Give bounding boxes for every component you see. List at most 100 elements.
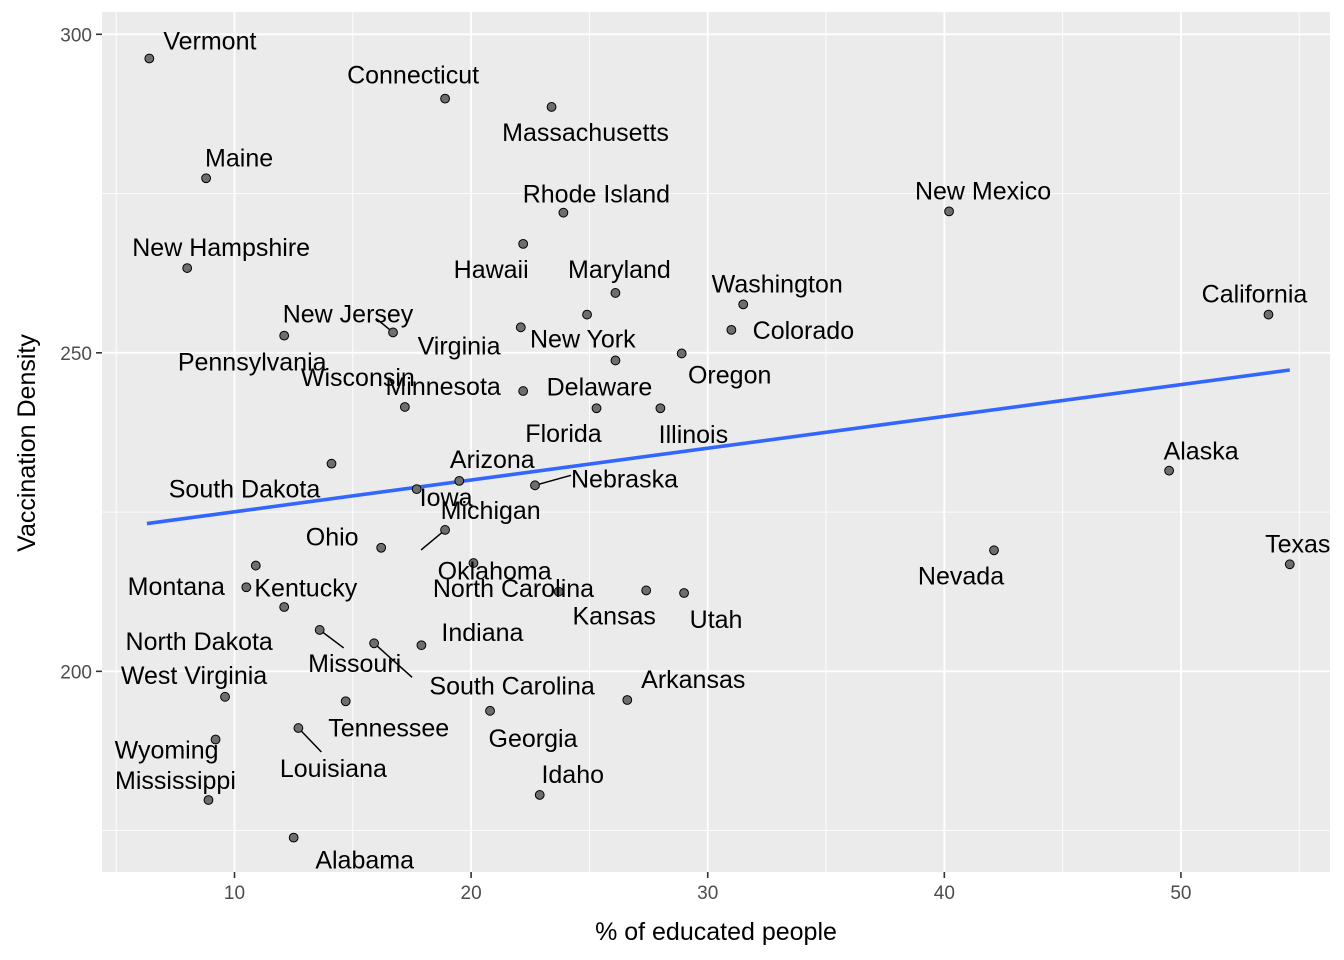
x-tick-label: 30 — [697, 883, 718, 904]
data-point — [314, 625, 325, 635]
point-label: Idaho — [541, 761, 604, 789]
data-point — [655, 403, 666, 414]
point-label: Nebraska — [571, 465, 678, 493]
point-label: South Carolina — [429, 672, 594, 700]
data-point — [546, 102, 557, 112]
point-label: Virginia — [418, 333, 501, 361]
point-label: New Mexico — [915, 177, 1051, 205]
point-label: Nevada — [918, 562, 1004, 590]
data-point — [1284, 559, 1295, 570]
point-label: Utah — [690, 606, 743, 634]
data-point — [641, 585, 652, 596]
y-tick-label: 200 — [60, 662, 92, 683]
point-label: Wyoming — [115, 736, 219, 764]
data-point — [610, 355, 621, 366]
data-point — [411, 484, 422, 495]
leader-line — [420, 529, 446, 551]
point-label: Michigan — [441, 497, 541, 525]
point-label: Maine — [205, 144, 273, 172]
data-point — [399, 402, 410, 412]
data-point — [582, 309, 592, 320]
point-label: Iowa — [420, 484, 473, 512]
point-label: Louisiana — [280, 755, 387, 783]
leader-line — [534, 474, 572, 487]
data-point — [944, 206, 954, 217]
data-point — [440, 525, 450, 535]
data-point — [738, 299, 749, 310]
data-point — [515, 322, 526, 333]
point-label: Hawaii — [454, 256, 529, 284]
x-axis-title: % of educated people — [595, 918, 837, 946]
data-point — [1164, 465, 1175, 476]
point-label: Arkansas — [641, 666, 745, 694]
x-tick-label: 20 — [461, 883, 482, 904]
point-label: New Jersey — [283, 300, 414, 328]
point-label: Missouri — [308, 650, 401, 678]
leader-line — [373, 642, 413, 678]
data-point — [144, 53, 155, 64]
point-label: Alabama — [315, 847, 414, 875]
point-label: New Hampshire — [132, 234, 310, 262]
data-point — [279, 602, 290, 612]
point-label: Kansas — [573, 602, 656, 630]
data-point — [468, 558, 479, 568]
grid-lines — [102, 12, 1330, 872]
data-point — [369, 638, 380, 649]
point-label: Indiana — [441, 619, 523, 647]
x-tick-label: 10 — [224, 883, 245, 904]
point-label: Georgia — [489, 725, 578, 753]
data-point — [591, 403, 602, 414]
point-label: Florida — [525, 420, 602, 448]
point-labels: Vermont Connecticut Massachusetts Maine Rhod… — [115, 28, 1331, 875]
point-label: Oregon — [688, 361, 771, 389]
data-point — [558, 207, 569, 218]
data-point — [293, 723, 304, 733]
data-point — [1263, 309, 1274, 320]
data-point — [622, 695, 633, 705]
point-label: California — [1202, 281, 1308, 309]
data-point — [440, 93, 450, 104]
data-point — [210, 734, 221, 745]
data-point — [326, 458, 337, 469]
data-point — [388, 327, 398, 338]
point-label: New York — [530, 325, 636, 353]
leader-line — [319, 629, 345, 649]
data-points — [144, 53, 1295, 843]
point-label: Rhode Island — [523, 181, 670, 209]
point-label: Maryland — [568, 256, 671, 284]
data-point — [250, 560, 261, 571]
data-point — [376, 542, 387, 553]
data-point — [201, 173, 212, 184]
point-label: Massachusetts — [502, 119, 669, 147]
data-point — [220, 691, 230, 702]
data-point — [241, 582, 252, 593]
x-tick-label: 50 — [1170, 883, 1191, 904]
point-label: Alaska — [1164, 438, 1239, 466]
y-tick-label: 250 — [60, 344, 92, 365]
data-point — [534, 790, 545, 800]
data-point — [416, 640, 427, 651]
point-label: Colorado — [753, 317, 854, 345]
y-axis-title: Vaccination Density — [13, 334, 41, 552]
data-point — [182, 263, 193, 273]
point-label: North Dakota — [126, 628, 273, 656]
point-label: Connecticut — [347, 62, 479, 90]
data-point — [340, 696, 351, 707]
data-point — [679, 588, 689, 598]
point-label: Mississippi — [115, 767, 236, 795]
data-point — [553, 586, 564, 597]
data-point — [989, 545, 999, 556]
point-label: Pennsylvania — [178, 349, 327, 377]
data-point — [726, 324, 737, 335]
point-label: Oklahoma — [438, 558, 552, 586]
point-label: Ohio — [306, 524, 359, 552]
leader-line — [297, 727, 322, 753]
point-label: Tennessee — [328, 714, 449, 742]
data-point — [610, 288, 621, 298]
point-label: Kentucky — [254, 575, 357, 603]
data-point — [676, 348, 687, 359]
point-label: North Carolina — [433, 575, 594, 603]
data-point — [485, 705, 495, 716]
data-point — [518, 238, 529, 249]
